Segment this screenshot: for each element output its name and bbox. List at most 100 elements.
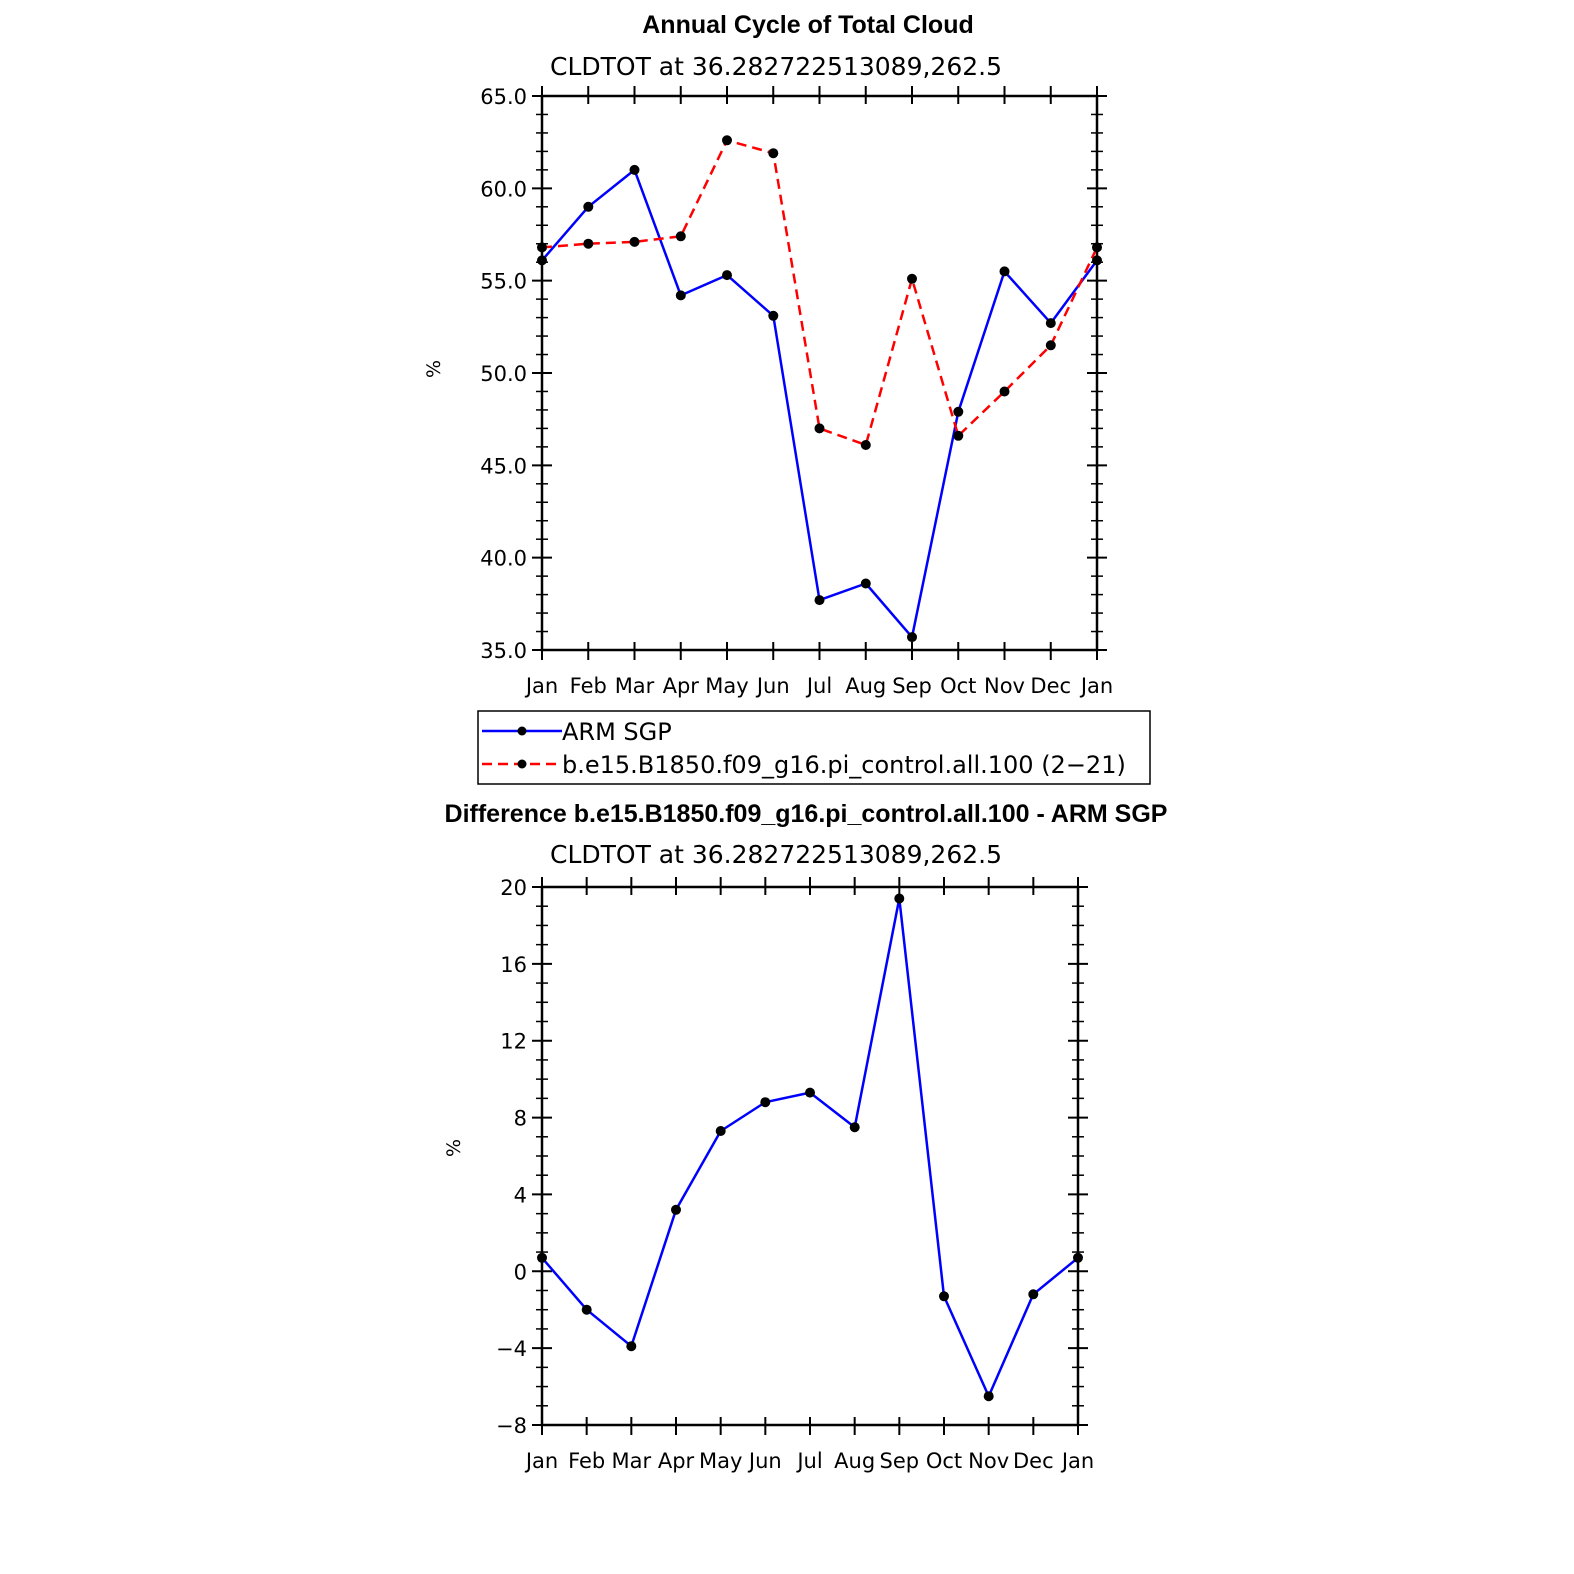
series-0-point bbox=[999, 266, 1010, 277]
series-1-point bbox=[722, 135, 732, 146]
plot-axes bbox=[532, 86, 1107, 660]
series-0-point bbox=[1073, 1252, 1083, 1263]
series-0-point bbox=[814, 595, 825, 606]
y-tick-label: 35.0 bbox=[480, 639, 527, 663]
plot-axes bbox=[532, 877, 1088, 1435]
x-tick-label: Nov bbox=[984, 674, 1025, 698]
y-tick-label: 55.0 bbox=[480, 270, 527, 294]
series-1-point bbox=[1092, 242, 1102, 253]
series-0-point bbox=[760, 1097, 771, 1108]
legend-label-model: b.e15.B1850.f09_g16.pi_control.all.100 (… bbox=[562, 751, 1126, 779]
legend-marker-arm-sgp bbox=[517, 726, 527, 736]
legend-label-arm-sgp: ARM SGP bbox=[562, 718, 672, 746]
series-1-point bbox=[768, 148, 779, 159]
series-1-point bbox=[999, 386, 1010, 397]
series-0-point bbox=[894, 893, 905, 904]
x-tick-label: Jan bbox=[524, 674, 558, 698]
tick-labels: Jan Feb Mar Apr May Jun Jul Aug Sep Oct Nov Dec Jan−… bbox=[496, 876, 1094, 1473]
x-tick-label: Nov bbox=[968, 1449, 1009, 1473]
series-1-point bbox=[629, 236, 640, 247]
series-1-point bbox=[814, 423, 825, 434]
series-0-point bbox=[768, 310, 779, 321]
legend-marker-model bbox=[517, 759, 527, 769]
series-layer bbox=[537, 893, 1083, 1402]
x-tick-label: Sep bbox=[892, 674, 932, 698]
y-tick-label: 45.0 bbox=[480, 454, 527, 478]
x-tick-label: Jun bbox=[755, 674, 790, 698]
x-tick-label: Jun bbox=[747, 1449, 782, 1473]
series-0-point bbox=[1092, 255, 1102, 266]
y-tick-label: 50.0 bbox=[480, 362, 527, 386]
y-tick-label: 40.0 bbox=[480, 547, 527, 571]
x-tick-label: Dec bbox=[1013, 1449, 1054, 1473]
series-0-point bbox=[722, 270, 732, 281]
x-tick-label: Jan bbox=[1060, 1449, 1094, 1473]
y-tick-label: 12 bbox=[500, 1030, 527, 1054]
series-line-1 bbox=[541, 139, 1099, 447]
x-tick-label: Sep bbox=[880, 1449, 920, 1473]
series-0-point bbox=[939, 1291, 949, 1302]
y-axis-label: % bbox=[423, 360, 445, 378]
series-1-point bbox=[1045, 340, 1056, 351]
series-0-point bbox=[953, 406, 964, 417]
y-tick-label: 60.0 bbox=[480, 177, 527, 201]
chart-title: Annual Cycle of Total Cloud bbox=[642, 11, 973, 39]
series-line-0 bbox=[541, 168, 1099, 639]
series-0-point bbox=[715, 1126, 726, 1136]
x-tick-label: Jan bbox=[524, 1449, 558, 1473]
series-0-point bbox=[581, 1304, 592, 1315]
x-tick-label: Jul bbox=[805, 674, 832, 698]
y-tick-label: 4 bbox=[514, 1183, 527, 1207]
series-0-point bbox=[537, 1252, 547, 1263]
series-1-point bbox=[953, 430, 964, 441]
x-tick-label: Oct bbox=[940, 674, 976, 698]
plot-frame bbox=[540, 94, 1099, 652]
y-tick-label: −4 bbox=[496, 1337, 527, 1361]
x-tick-label: Dec bbox=[1030, 674, 1071, 698]
y-tick-label: 0 bbox=[514, 1260, 527, 1284]
x-tick-label: Aug bbox=[845, 674, 886, 698]
series-0-point bbox=[626, 1341, 637, 1352]
x-tick-label: Feb bbox=[570, 674, 607, 698]
plot-frame bbox=[540, 885, 1080, 1427]
x-tick-label: Feb bbox=[568, 1449, 605, 1473]
series-0-point bbox=[583, 201, 594, 212]
chart-subtitle: CLDTOT at 36.282722513089,262.5 bbox=[550, 52, 1002, 81]
legend-box bbox=[477, 710, 1151, 785]
series-0-point bbox=[805, 1087, 815, 1098]
series-1-point bbox=[583, 238, 594, 249]
difference-chart: Difference b.e15.B1850.f09_g16.pi_contro… bbox=[443, 800, 1167, 1473]
x-tick-label: May bbox=[699, 1449, 742, 1473]
y-tick-label: 16 bbox=[500, 953, 527, 977]
series-0-point bbox=[675, 290, 686, 301]
legend: ARM SGP b.e15.B1850.f09_g16.pi_control.a… bbox=[477, 710, 1151, 785]
y-tick-label: 8 bbox=[514, 1107, 527, 1131]
y-axis-label: % bbox=[443, 1139, 465, 1157]
x-tick-label: Jan bbox=[1079, 674, 1113, 698]
chart-subtitle: CLDTOT at 36.282722513089,262.5 bbox=[550, 840, 1002, 869]
series-0-point bbox=[907, 632, 917, 643]
annual-cycle-chart: Annual Cycle of Total Cloud CLDTOT at 36… bbox=[423, 11, 1113, 698]
series-0-point bbox=[983, 1391, 994, 1402]
series-0-point bbox=[537, 255, 547, 266]
series-0-point bbox=[1028, 1289, 1039, 1300]
tick-labels: Jan Feb Mar Apr May Jun Jul Aug Sep Oct Nov Dec Jan 3… bbox=[480, 85, 1113, 698]
x-tick-label: Mar bbox=[612, 1449, 652, 1473]
x-tick-label: May bbox=[705, 674, 748, 698]
x-tick-label: Apr bbox=[663, 674, 700, 698]
series-1-point bbox=[860, 440, 871, 450]
series-0-point bbox=[1045, 318, 1056, 329]
series-1-point bbox=[907, 273, 917, 284]
series-0-point bbox=[671, 1204, 681, 1215]
series-1-point bbox=[537, 242, 547, 253]
y-tick-label: −8 bbox=[496, 1414, 527, 1438]
x-tick-label: Aug bbox=[834, 1449, 875, 1473]
series-0-point bbox=[629, 164, 640, 175]
series-layer bbox=[537, 135, 1102, 643]
chart-title: Difference b.e15.B1850.f09_g16.pi_contro… bbox=[445, 800, 1168, 828]
series-line-0 bbox=[541, 897, 1079, 1398]
series-0-point bbox=[849, 1122, 860, 1133]
series-0-point bbox=[860, 578, 871, 589]
x-tick-label: Oct bbox=[926, 1449, 962, 1473]
